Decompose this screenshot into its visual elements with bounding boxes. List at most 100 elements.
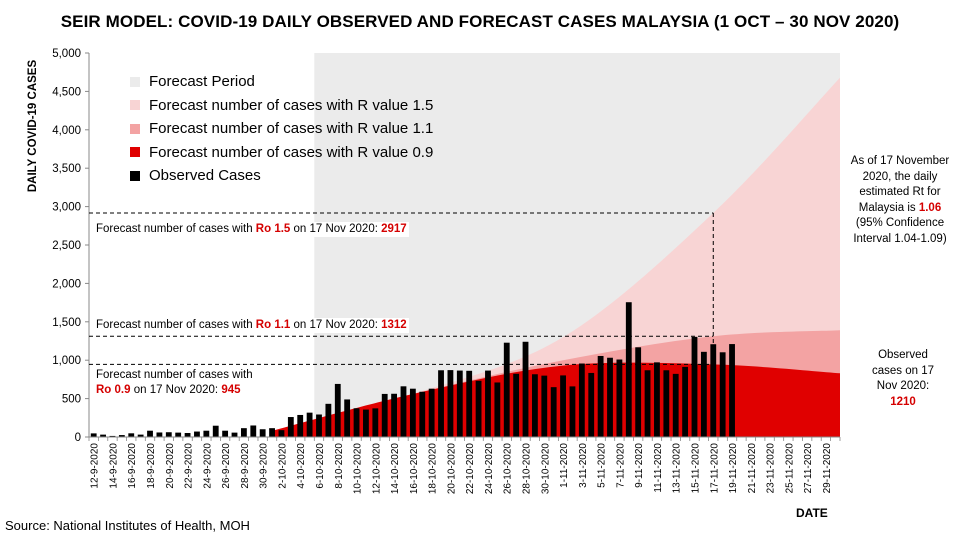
legend-label: Forecast number of cases with R value 1.… [149, 96, 434, 114]
observed-bar [363, 409, 369, 437]
legend-item-observed: Observed Cases [130, 164, 433, 188]
source-note: Source: National Institutes of Health, M… [5, 518, 250, 533]
x-tick-label: 16-10-2020 [409, 443, 420, 495]
x-tick-label: 19-11-2020 [728, 443, 739, 494]
y-tick-label: 3,000 [52, 202, 81, 214]
observed-bar [316, 414, 322, 437]
observed-bar [409, 388, 416, 437]
x-tick-label: 7-11-2020 [615, 443, 626, 488]
y-tick-label: 2,500 [52, 240, 81, 252]
observed-bar [278, 430, 285, 437]
observed-note: Observed cases on 17 Nov 2020: 1210 [871, 349, 934, 408]
chart-legend: Forecast Period Forecast number of cases… [130, 70, 433, 188]
legend-swatch [130, 76, 140, 87]
observed-bar [475, 380, 482, 437]
observed-bar [419, 391, 426, 437]
x-axis-label: DATE [796, 506, 828, 520]
observed-bar [194, 431, 200, 437]
observed-bar [100, 434, 106, 437]
observed-bar [222, 430, 229, 437]
observed-bar [560, 375, 566, 437]
x-tick-label: 24-9-2020 [202, 443, 213, 489]
observed-bar [513, 373, 520, 437]
observed-bar [485, 370, 491, 437]
observed-bar [672, 373, 679, 437]
x-tick-label: 18-9-2020 [146, 443, 157, 489]
observed-bar [269, 428, 275, 437]
observed-bar [353, 408, 360, 437]
legend-item-r11: Forecast number of cases with R value 1.… [130, 117, 433, 141]
x-tick-label: 22-10-2020 [465, 443, 476, 495]
observed-bar [466, 370, 473, 437]
observed-bar [588, 372, 595, 437]
observed-bar [287, 417, 294, 437]
x-tick-label: 22-9-2020 [184, 443, 195, 489]
x-tick-label: 20-9-2020 [165, 443, 176, 489]
x-tick-label: 24-10-2020 [484, 443, 495, 495]
x-tick-label: 8-10-2020 [334, 443, 345, 489]
observed-bar [438, 370, 444, 437]
x-tick-label: 23-11-2020 [766, 443, 777, 494]
legend-item-r09: Forecast number of cases with R value 0.… [130, 141, 433, 165]
observed-bar [400, 386, 407, 437]
x-tick-label: 20-10-2020 [446, 443, 457, 495]
legend-swatch [130, 123, 140, 134]
observed-bar [391, 393, 398, 437]
x-tick-label: 6-10-2020 [315, 443, 326, 489]
x-tick-label: 10-10-2020 [353, 443, 364, 495]
observed-bar [334, 383, 341, 437]
legend-swatch [130, 100, 140, 111]
y-tick-label: 1,500 [52, 317, 81, 329]
x-tick-label: 5-11-2020 [597, 443, 608, 488]
observed-bar [128, 433, 135, 437]
observed-bar [344, 399, 351, 437]
x-tick-label: 29-11-2020 [822, 443, 833, 494]
observed-bar [428, 388, 435, 437]
observed-bar [494, 382, 501, 437]
observed-bar [550, 387, 557, 437]
observed-bar [381, 393, 388, 437]
observed-bar [663, 370, 670, 437]
legend-item-forecast-period: Forecast Period [130, 70, 433, 94]
x-tick-label: 3-11-2020 [578, 443, 589, 488]
observed-bar [616, 359, 623, 437]
y-tick-label: 3,500 [52, 163, 81, 175]
observed-bar [297, 414, 304, 437]
x-tick-label: 4-10-2020 [296, 443, 307, 489]
x-tick-label: 28-10-2020 [522, 443, 533, 495]
x-tick-label: 17-11-2020 [709, 443, 720, 494]
observed-bar [654, 362, 660, 437]
observed-bar [306, 412, 313, 437]
observed-bar [729, 344, 735, 437]
observed-bar [447, 370, 454, 437]
x-tick-label: 11-11-2020 [653, 443, 664, 493]
x-tick-label: 18-10-2020 [428, 443, 439, 495]
x-tick-label: 13-11-2020 [672, 443, 683, 494]
y-tick-label: 0 [75, 432, 81, 444]
observed-bar [90, 433, 97, 437]
legend-label: Forecast number of cases with R value 0.… [149, 143, 434, 161]
observed-bar [212, 425, 219, 437]
observed-bar [240, 428, 247, 437]
observed-bar [522, 341, 529, 437]
y-tick-label: 4,000 [52, 125, 81, 137]
annotation-r09: Forecast number of cases with Ro 0.9 on 1… [96, 369, 253, 396]
annotation-r11: Forecast number of cases with Ro 1.1 on … [94, 318, 409, 333]
x-tick-label: 28-9-2020 [240, 443, 251, 489]
observed-bar [503, 342, 510, 437]
observed-bar [578, 363, 585, 437]
x-tick-label: 27-11-2020 [803, 443, 814, 494]
observed-bar [719, 352, 726, 437]
observed-bar [175, 432, 182, 437]
x-tick-label: 30-10-2020 [540, 443, 551, 495]
observed-bar [597, 355, 604, 437]
observed-bar [531, 374, 538, 437]
x-tick-label: 12-9-2020 [90, 443, 101, 489]
y-tick-label: 5,000 [52, 48, 81, 60]
observed-bar [109, 435, 116, 437]
observed-bar [635, 347, 642, 437]
observed-bar [250, 425, 257, 437]
observed-bar [682, 366, 689, 437]
y-tick-label: 2,000 [52, 278, 81, 290]
observed-bar [184, 433, 191, 437]
